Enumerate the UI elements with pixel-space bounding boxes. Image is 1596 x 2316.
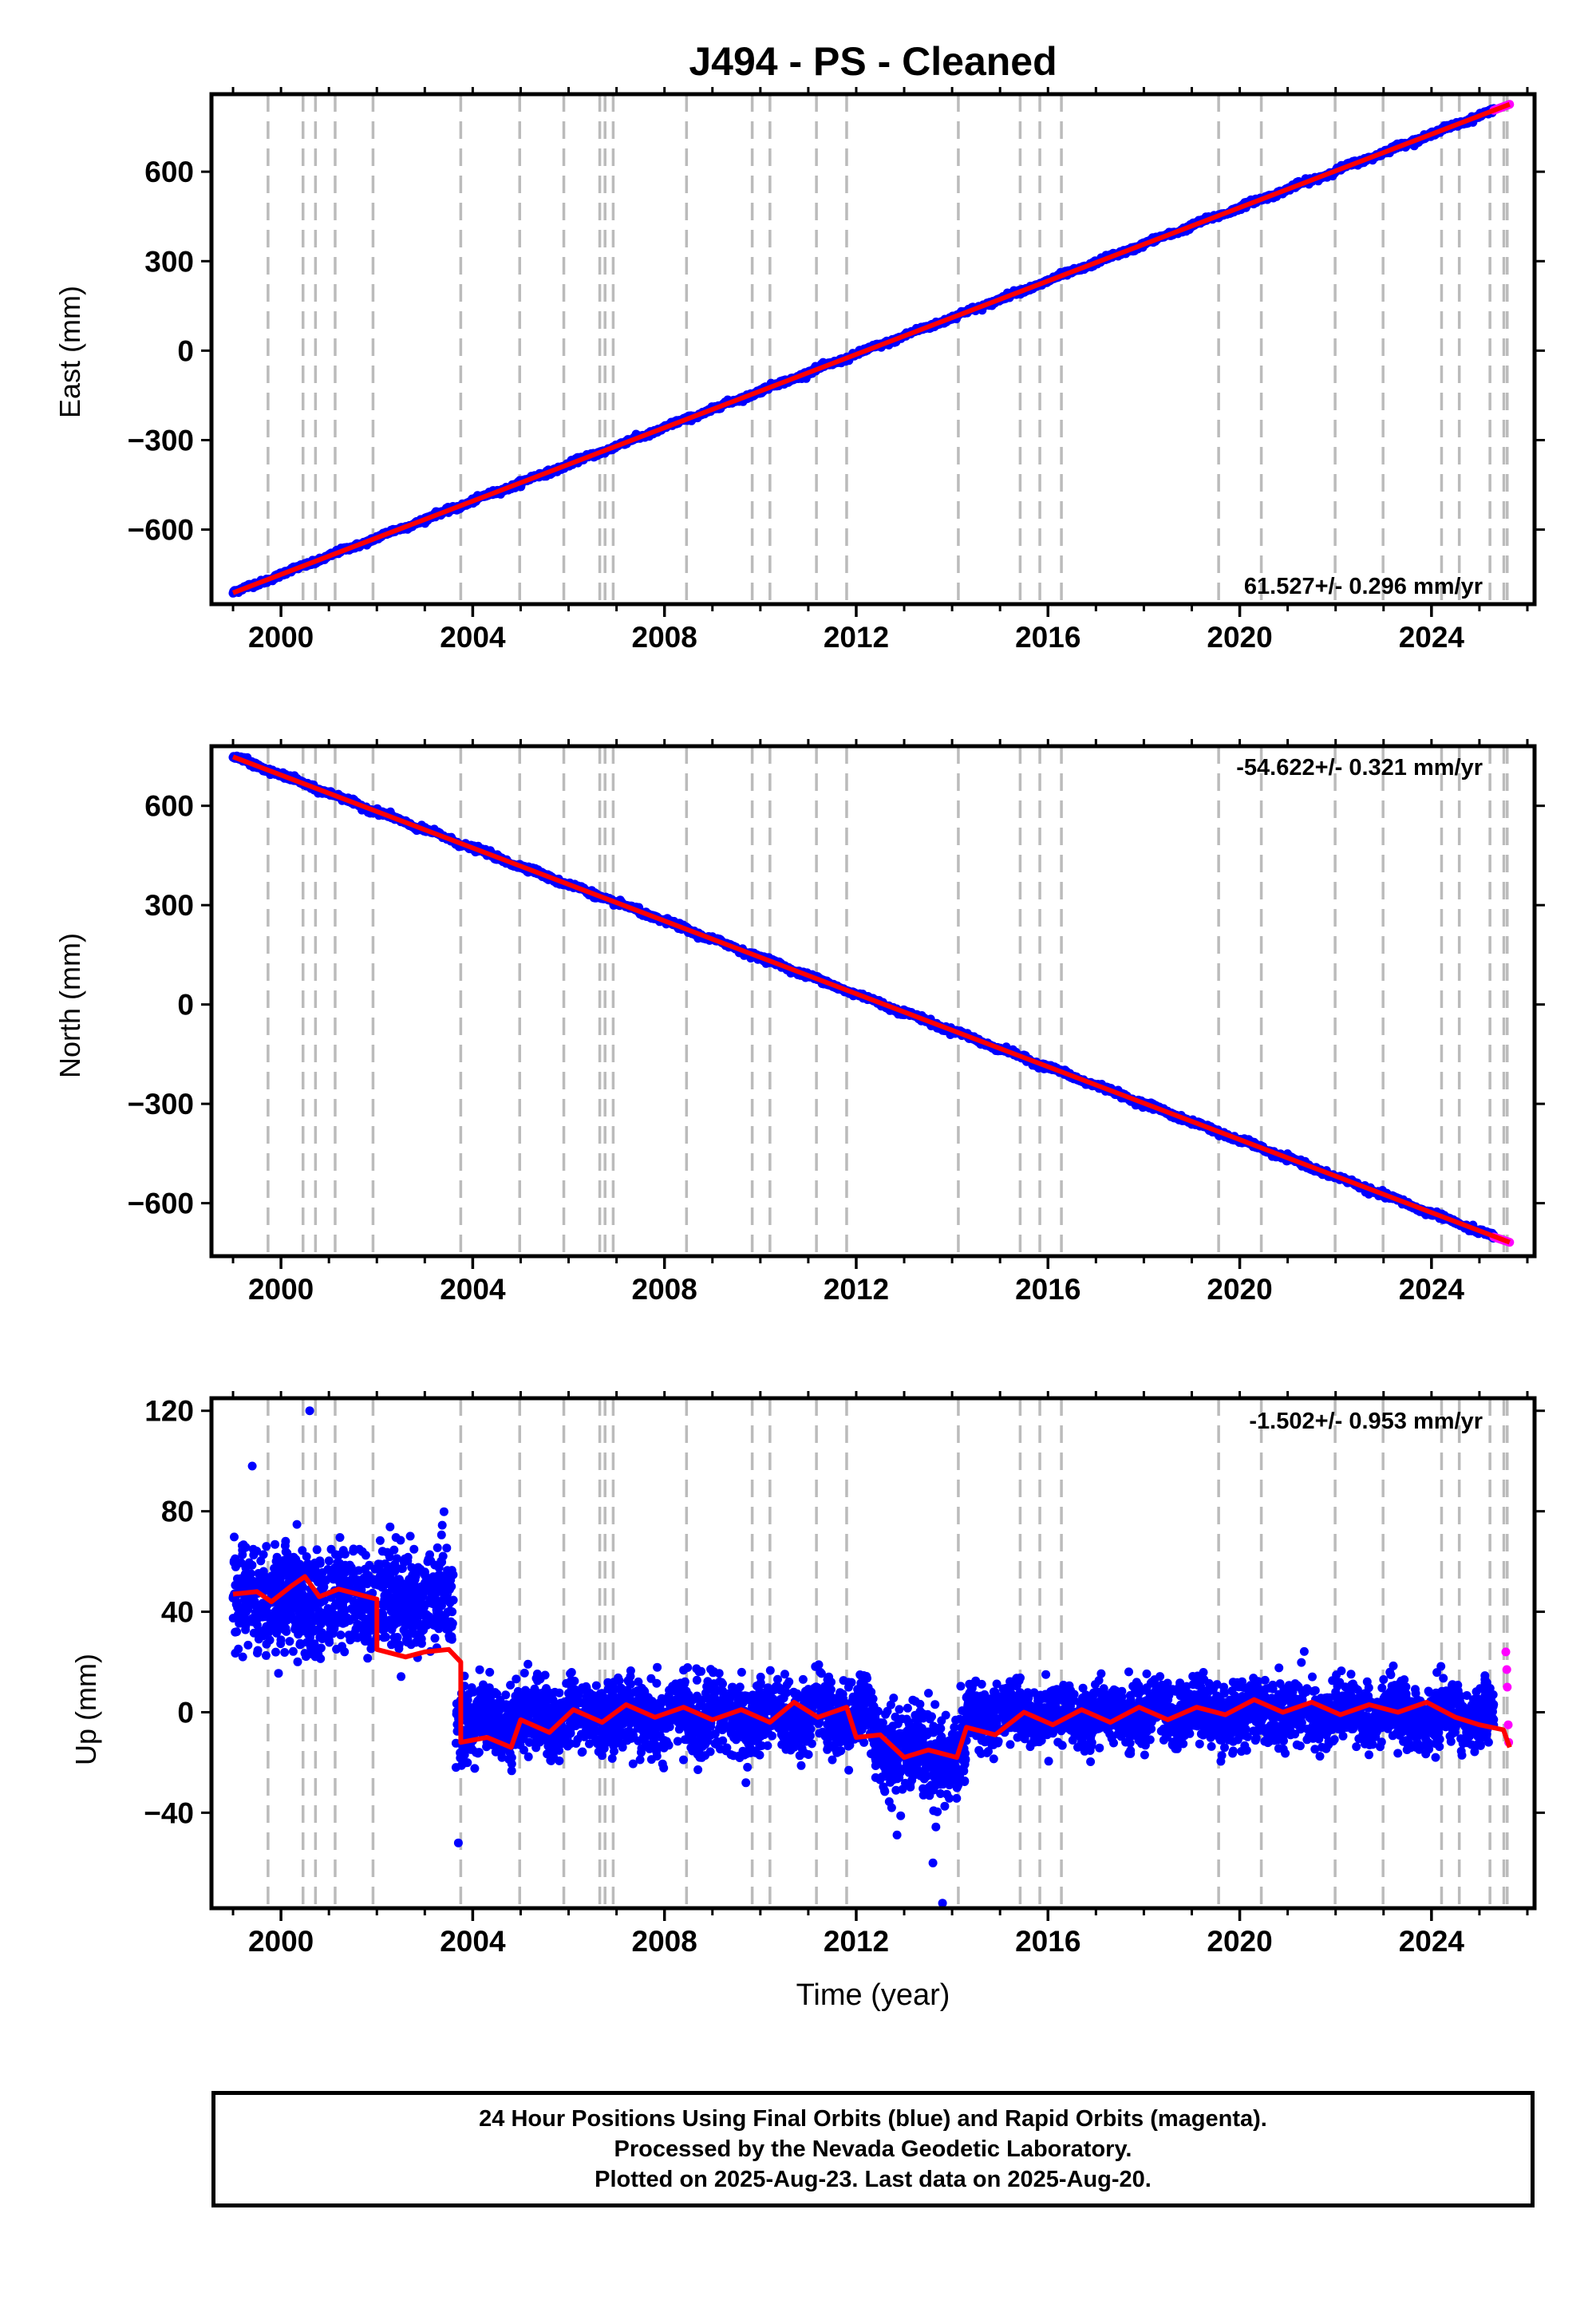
y-axis-label-north: North (mm)	[53, 933, 86, 1078]
plot-frame	[209, 92, 1537, 607]
x-tick-label: 2012	[824, 621, 889, 654]
panel-east: −600 −300 0 300 600 2000 2004 2008 2012 2016 2020 2…	[53, 87, 1545, 654]
final-orbit-point	[262, 1542, 271, 1551]
y-tick-label: −600	[128, 514, 194, 547]
x-tick-label: 2008	[632, 1273, 697, 1306]
x-tick-label: 2004	[440, 621, 506, 654]
plot-area	[228, 1398, 1514, 1908]
y-tick-label: 300	[144, 889, 194, 922]
final-orbit-point	[271, 1539, 280, 1549]
panel-north: −600 −300 0 300 600 2000 2004 2008 2012 2016 2020 2…	[53, 739, 1545, 1306]
model-line	[231, 754, 1511, 1245]
x-tick-label: 2020	[1207, 621, 1272, 654]
y-tick-label: 0	[177, 989, 194, 1022]
x-tick-label: 2012	[824, 1273, 889, 1306]
x-tick-label: 2024	[1399, 1273, 1465, 1306]
x-tick-label: 2024	[1399, 621, 1465, 654]
x-tick-label: 2016	[1015, 1273, 1080, 1306]
x-tick-label: 2000	[248, 1273, 314, 1306]
rate-label-east: 61.527+/- 0.296 mm/yr	[1244, 574, 1483, 599]
final-orbit-point	[363, 1654, 373, 1663]
y-axis-label-east: East (mm)	[53, 286, 86, 418]
y-tick-label: −600	[128, 1188, 194, 1220]
y-tick-label: 600	[144, 790, 194, 823]
x-tick-label: 2008	[632, 621, 697, 654]
x-tick-label: 2016	[1015, 621, 1080, 654]
plot-area	[228, 94, 1515, 604]
final-orbit-point	[375, 1535, 385, 1545]
x-tick-label: 2004	[440, 1273, 506, 1306]
y-tick-label: −300	[128, 1088, 194, 1120]
x-tick-label: 2020	[1207, 1273, 1272, 1306]
rate-label-north: -54.622+/- 0.321 mm/yr	[1236, 755, 1483, 781]
chart-title: J494 - PS - Cleaned	[689, 39, 1057, 84]
plot-area	[228, 746, 1515, 1256]
y-tick-label: 600	[144, 156, 194, 188]
model-line	[231, 101, 1511, 595]
y-tick-label: −300	[128, 424, 194, 456]
x-tick-label: 2000	[248, 621, 314, 654]
final-orbit-point	[442, 1543, 452, 1553]
y-tick-label: 0	[177, 334, 194, 367]
final-orbit-points	[228, 1406, 1499, 1908]
plot-frame	[209, 744, 1537, 1259]
y-tick-label: 300	[144, 245, 194, 278]
